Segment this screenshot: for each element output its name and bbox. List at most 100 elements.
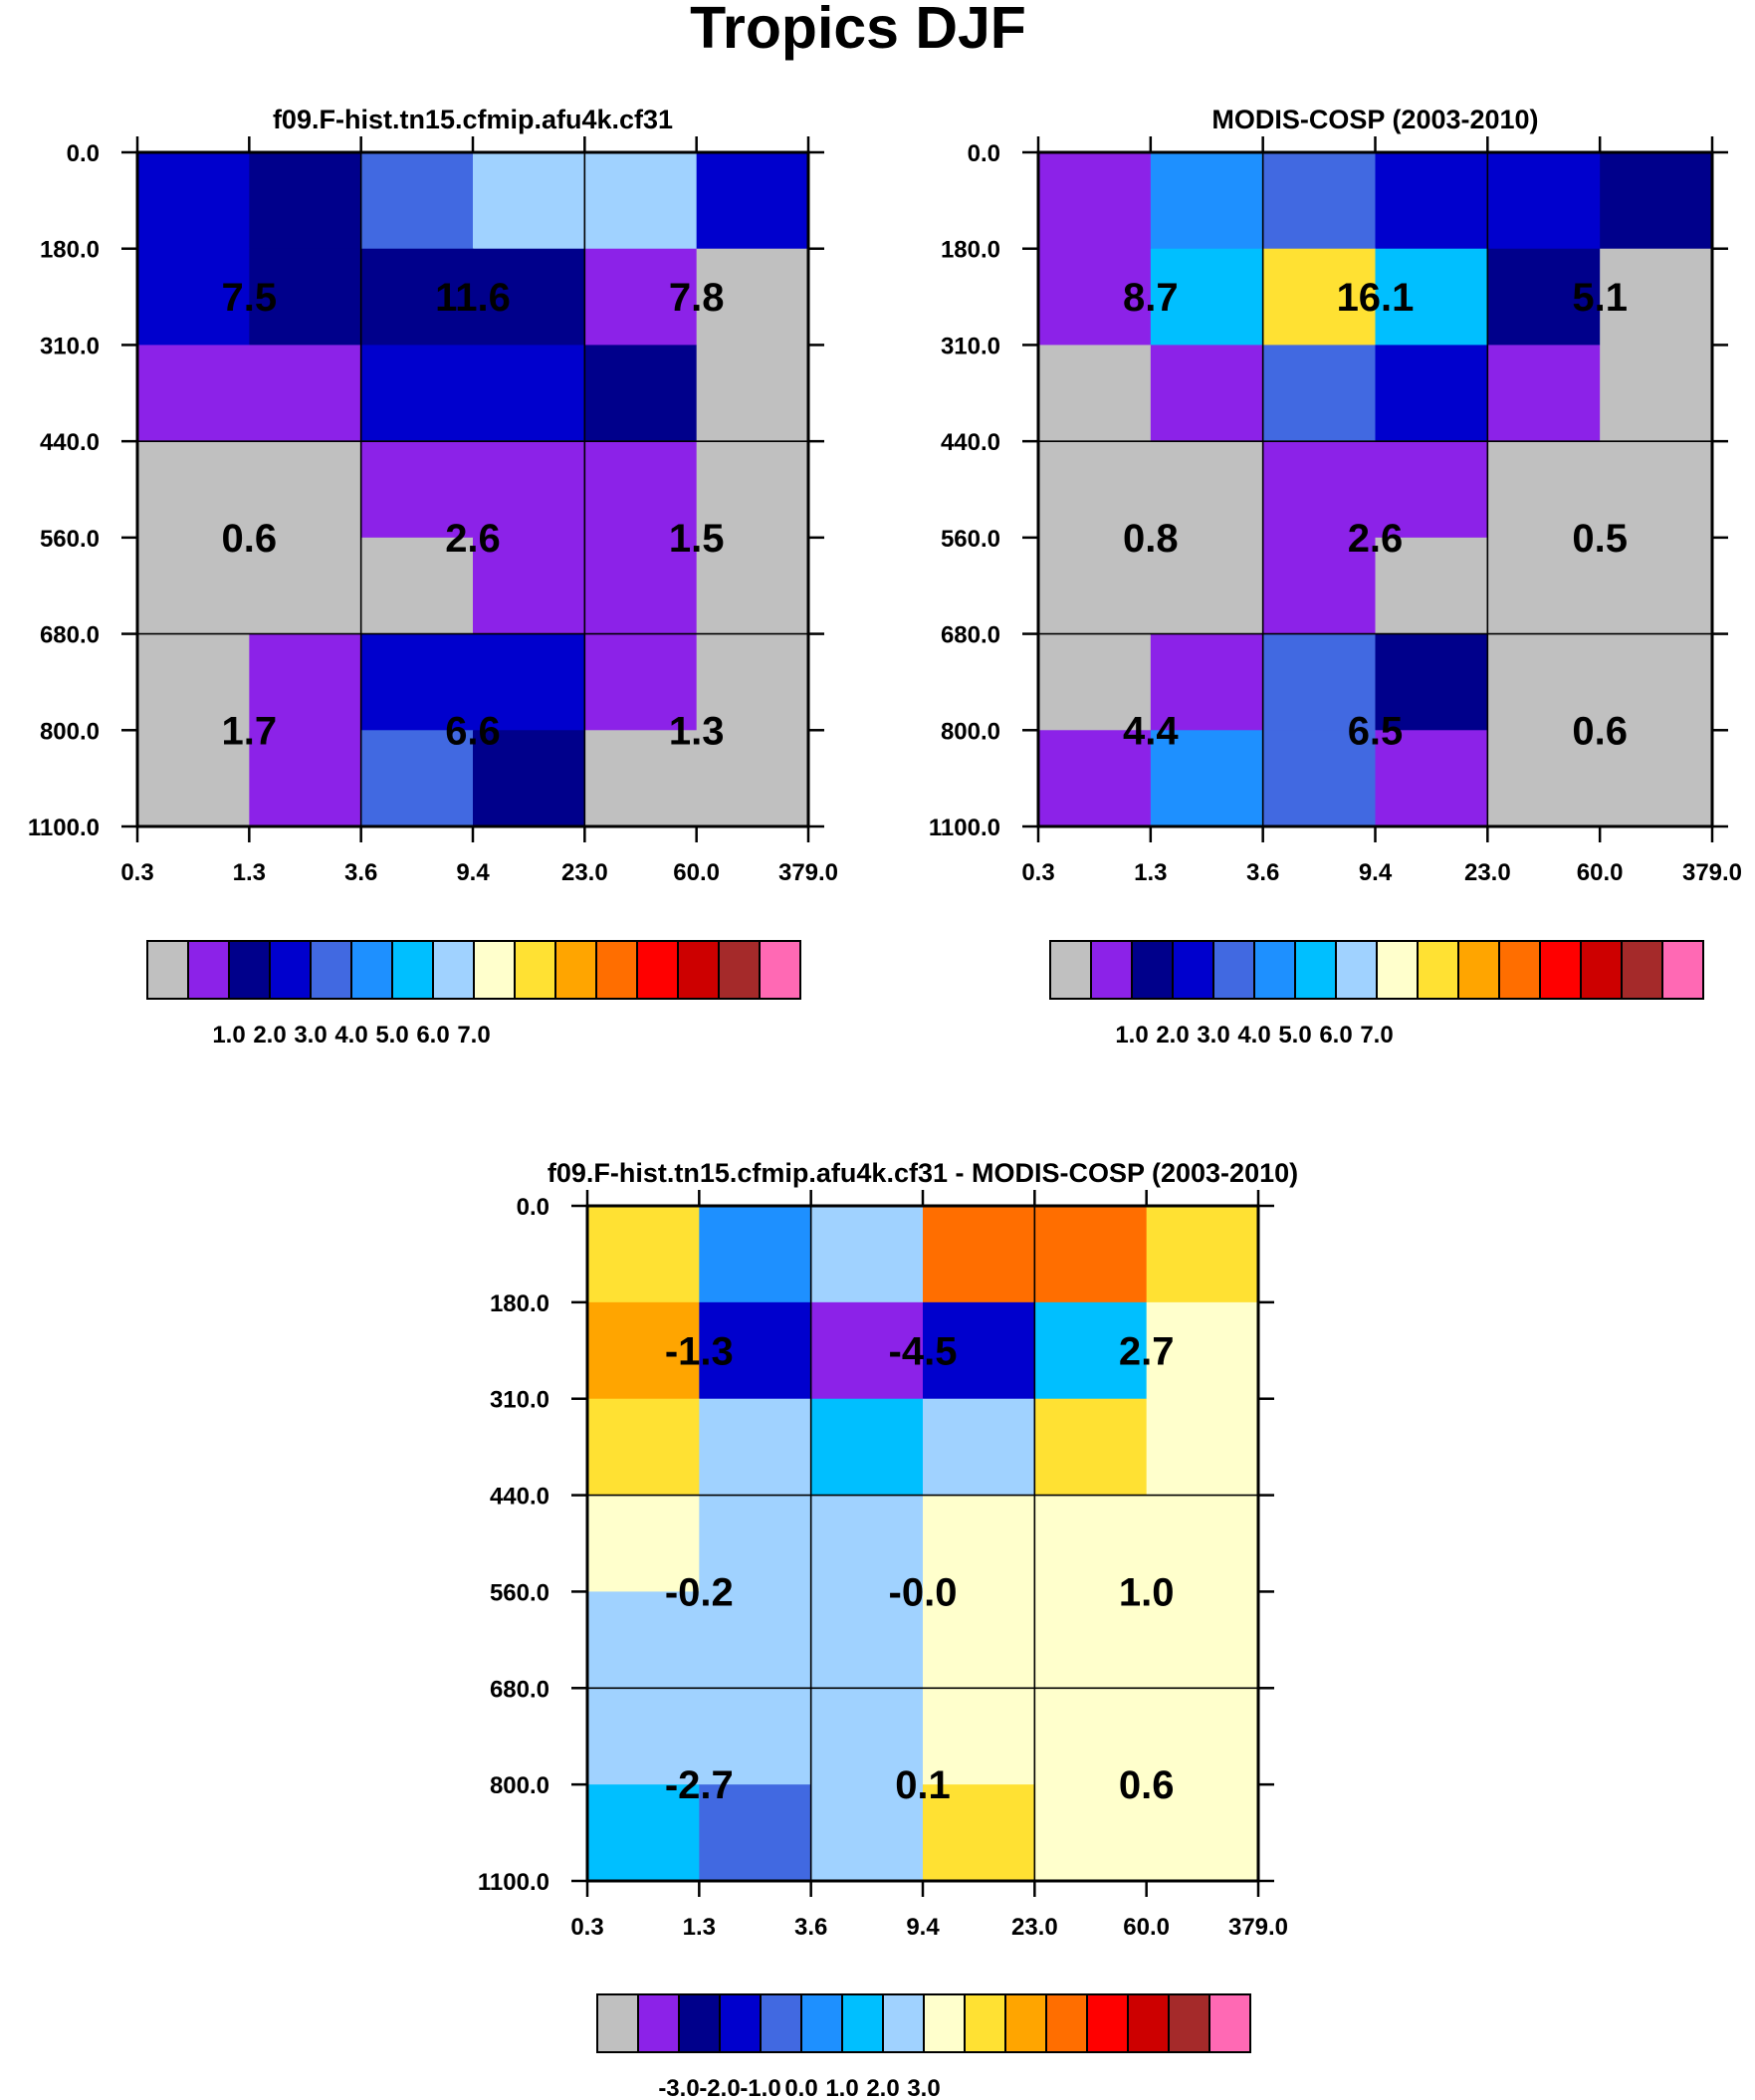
x-tick-label: 379.0 xyxy=(1682,859,1742,886)
heatmap-cell xyxy=(696,441,809,539)
colorbar-swatch xyxy=(391,940,434,1000)
x-tick-label: 0.3 xyxy=(1021,859,1054,886)
y-tick-label: 680.0 xyxy=(490,1676,549,1703)
heatmap-cell xyxy=(360,248,474,347)
heatmap-cell xyxy=(810,1206,924,1303)
x-tick-label: 9.4 xyxy=(456,859,490,886)
colorbar-swatch xyxy=(146,940,189,1000)
heatmap-cell xyxy=(699,1398,812,1497)
heatmap-cell xyxy=(1146,1784,1259,1882)
y-tick-label: 440.0 xyxy=(40,429,100,456)
x-tick-label: 0.3 xyxy=(120,859,153,886)
y-tick-label: 440.0 xyxy=(490,1484,549,1511)
heatmap-cell xyxy=(1600,537,1713,635)
heatmap-cell xyxy=(1034,1784,1148,1882)
heatmap-panel-3: f09.F-hist.tn15.cfmip.afu4k.cf31 - MODIS… xyxy=(478,1158,1298,2100)
heatmap-cell xyxy=(587,1495,700,1593)
block-value-label: -4.5 xyxy=(889,1329,958,1373)
block-value-label: 2.7 xyxy=(1119,1329,1175,1373)
heatmap-cell xyxy=(360,633,474,731)
block-value-label: 1.5 xyxy=(669,517,725,561)
heatmap-cell xyxy=(1150,441,1264,539)
heatmap-cell xyxy=(360,152,474,250)
colorbar-swatch xyxy=(1004,1993,1047,2053)
heatmap-cell xyxy=(1150,152,1264,250)
colorbar-swatch xyxy=(350,940,393,1000)
colorbar-swatch xyxy=(719,1993,762,2053)
heatmap-cell xyxy=(360,345,474,442)
colorbar-swatch xyxy=(1127,1993,1170,2053)
colorbar-swatch xyxy=(718,940,761,1000)
heatmap-cell xyxy=(810,1398,924,1497)
heatmap-cell xyxy=(584,152,698,250)
x-tick-label: 60.0 xyxy=(1123,1914,1170,1941)
heatmap-cell xyxy=(249,152,362,250)
block-value-label: 0.6 xyxy=(1572,709,1628,753)
heatmap-cell xyxy=(1375,537,1488,635)
heatmap-cell xyxy=(810,1301,924,1400)
colorbar-swatch xyxy=(759,940,801,1000)
heatmap-cell xyxy=(1375,248,1488,347)
colorbar-swatch xyxy=(1457,940,1500,1000)
heatmap-cell xyxy=(1262,633,1377,731)
colorbar-swatch xyxy=(1212,940,1255,1000)
y-tick-label: 680.0 xyxy=(40,622,100,649)
colorbar-swatch xyxy=(596,1993,639,2053)
heatmap-cell xyxy=(137,345,250,442)
x-tick-label: 9.4 xyxy=(906,1914,940,1941)
heatmap-cell xyxy=(1038,152,1152,250)
heatmap-cell xyxy=(137,441,250,539)
heatmap-cell xyxy=(1375,441,1488,539)
colorbar-swatch xyxy=(637,1993,680,2053)
heatmap-cell xyxy=(1150,730,1264,827)
colorbar-swatch xyxy=(964,1993,1006,2053)
colorbar-swatch xyxy=(1131,940,1174,1000)
block-value-label: 2.6 xyxy=(445,517,501,561)
heatmap-cell xyxy=(587,1301,700,1400)
heatmap-cell xyxy=(699,1784,812,1882)
heatmap-cell xyxy=(696,248,809,347)
colorbar-swatch xyxy=(432,940,475,1000)
heatmap-cell xyxy=(137,730,250,827)
colorbar-swatch xyxy=(310,940,352,1000)
colorbar-swatch xyxy=(636,940,679,1000)
colorbar-swatch xyxy=(1090,940,1133,1000)
heatmap-cell xyxy=(696,152,809,250)
heatmap-cell xyxy=(1034,1398,1148,1497)
heatmap-cell xyxy=(923,1688,1035,1785)
x-tick-label: 3.6 xyxy=(1246,859,1279,886)
heatmap-cell xyxy=(584,633,698,731)
heatmap-cell xyxy=(587,1591,700,1689)
figure-title: Tropics DJF xyxy=(690,0,1026,61)
heatmap-cell xyxy=(137,537,250,635)
block-value-label: 16.1 xyxy=(1337,276,1415,320)
heatmap-cell xyxy=(1375,152,1488,250)
colorbar-swatch xyxy=(1335,940,1378,1000)
x-tick-label: 60.0 xyxy=(1577,859,1624,886)
heatmap-cell xyxy=(137,248,250,347)
heatmap-cell xyxy=(699,1688,812,1785)
block-value-label: 0.6 xyxy=(1119,1763,1175,1807)
heatmap-cell xyxy=(810,1591,924,1689)
heatmap-cell xyxy=(1375,345,1488,442)
heatmap-cell xyxy=(1600,633,1713,731)
heatmap-cell xyxy=(473,441,585,539)
x-tick-label: 1.3 xyxy=(1134,859,1167,886)
colorbar-swatch xyxy=(678,1993,721,2053)
heatmap-cell xyxy=(699,1206,812,1303)
heatmap-cell xyxy=(1146,1591,1259,1689)
colorbar-swatch xyxy=(1045,1993,1088,2053)
heatmap-cell xyxy=(696,633,809,731)
colorbar-swatch xyxy=(1253,940,1296,1000)
heatmap-cell xyxy=(1262,345,1377,442)
heatmap-cell xyxy=(1487,441,1601,539)
heatmap-cell xyxy=(810,1688,924,1785)
y-tick-label: 800.0 xyxy=(941,718,1000,745)
heatmap-cell xyxy=(1262,152,1377,250)
y-tick-label: 310.0 xyxy=(941,333,1000,359)
y-tick-label: 310.0 xyxy=(40,333,100,359)
colorbar-swatch xyxy=(1661,940,1704,1000)
heatmap-cell xyxy=(1038,248,1152,347)
heatmap-cell xyxy=(1487,345,1601,442)
